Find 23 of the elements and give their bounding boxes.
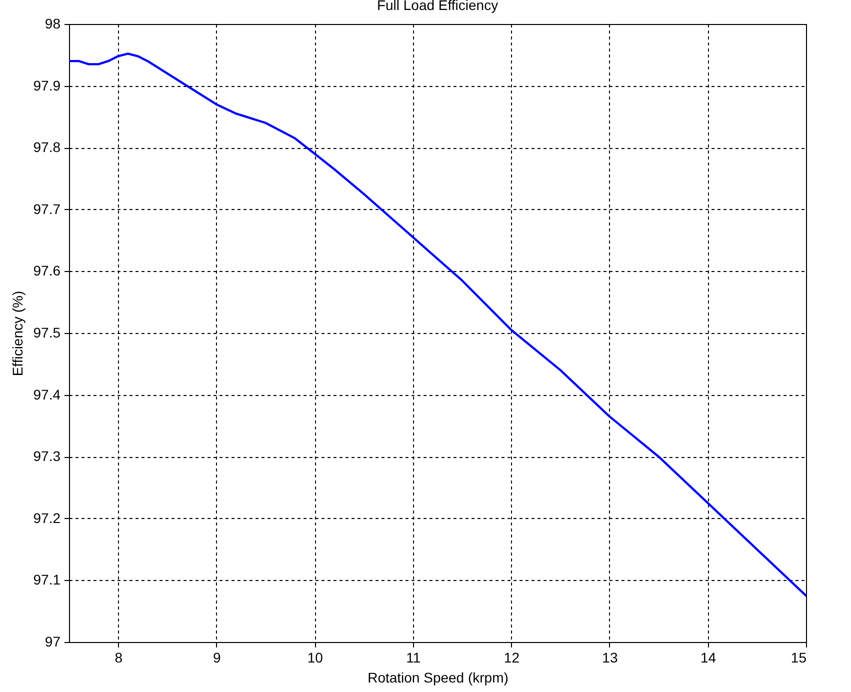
y-tick-label: 97.7 <box>33 200 61 217</box>
x-axis-title: Rotation Speed (krpm) <box>368 670 508 686</box>
y-tick-label: 97 <box>44 634 61 650</box>
y-tick-label: 97.4 <box>33 386 61 402</box>
y-tick-label: 97.5 <box>33 324 61 340</box>
y-tick-label: 97.8 <box>33 139 61 156</box>
chart-title: Full Load Efficiency <box>376 0 498 13</box>
y-tick-label: 97.2 <box>33 510 61 526</box>
line-series <box>69 52 806 597</box>
y-tick-label: 98 <box>44 16 61 32</box>
x-tick-label: 10 <box>307 650 324 666</box>
y-tick-label: 97.3 <box>33 448 61 464</box>
x-tick-label: 9 <box>213 650 221 666</box>
y-tick-label: 97.9 <box>33 77 61 94</box>
x-tick-label: 12 <box>504 650 520 666</box>
x-tick-label: 15 <box>790 650 807 666</box>
x-tick-label: 14 <box>700 650 716 666</box>
x-tick-label: 11 <box>406 650 421 666</box>
y-tick-label: 97.1 <box>33 572 61 588</box>
x-tick-label: 8 <box>114 650 123 666</box>
x-tick-label: 13 <box>602 650 618 666</box>
y-tick-label: 97.6 <box>33 262 61 279</box>
y-axis-title: Efficiency (%) <box>9 290 26 376</box>
